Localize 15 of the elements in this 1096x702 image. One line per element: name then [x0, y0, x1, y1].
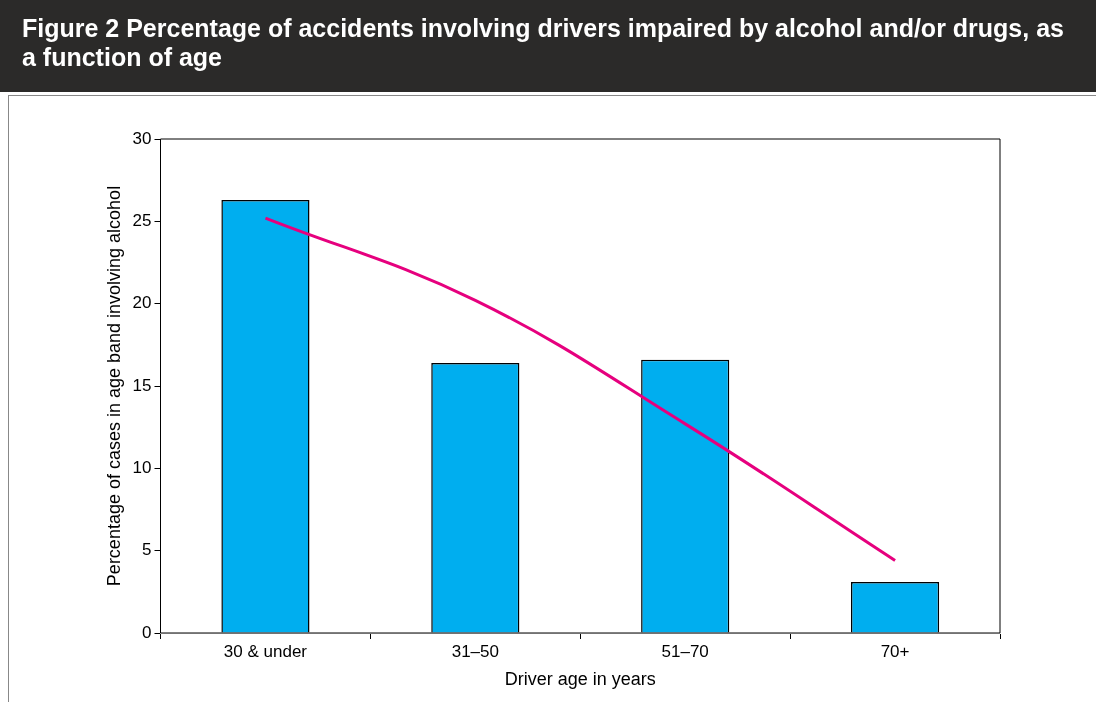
x-tick-label: 31–50 [451, 641, 499, 661]
y-axis-title: Percentage of cases in age band involving alcohol [103, 185, 124, 587]
y-tick-label: 25 [132, 211, 152, 231]
x-axis-title: Driver age in years [504, 669, 656, 690]
y-tick-label: 0 [142, 622, 152, 642]
y-tick-label: 15 [132, 375, 152, 395]
y-tick-label: 5 [142, 540, 152, 560]
x-tick-label: 51–70 [661, 641, 709, 661]
x-tick-label: 70+ [880, 641, 910, 661]
y-tick-label: 30 [132, 128, 152, 148]
y-tick-label: 10 [132, 458, 152, 478]
line-series [263, 216, 897, 563]
x-tick-label: 30 & under [223, 641, 308, 661]
y-tick-label: 20 [132, 293, 152, 313]
chart-title: Figure 2 Percentage of accidents involving drivers impaired by alcohol and/or drugs, as a function of age [0, 0, 1096, 92]
